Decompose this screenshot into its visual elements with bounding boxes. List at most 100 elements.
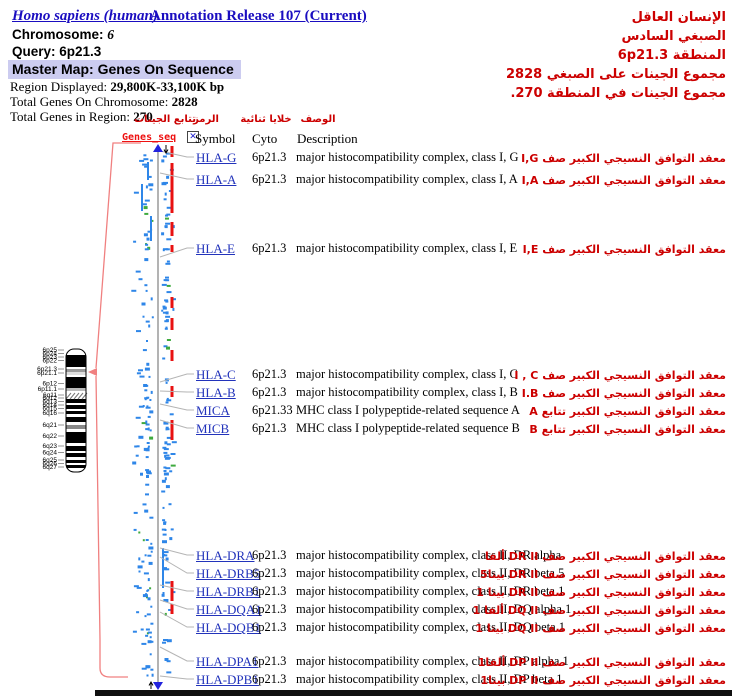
gene-span-bar	[162, 548, 164, 588]
gene-tick	[165, 262, 171, 265]
map-name-link[interactable]: Genes_seq	[122, 132, 177, 143]
gene-tick	[164, 320, 169, 323]
connector-line	[159, 584, 194, 592]
gene-tick	[149, 587, 152, 590]
gene-tick	[162, 357, 166, 360]
gene-link-HLA-B[interactable]: HLA-B	[196, 385, 236, 400]
ideogram-band	[66, 463, 86, 465]
selected-gene-marker	[170, 222, 174, 236]
species-link[interactable]: Homo sapiens (human)	[12, 8, 158, 24]
gene-link-HLA-E[interactable]: HLA-E	[196, 241, 235, 256]
ideogram-band	[66, 465, 86, 468]
column-header-cyto: Cyto	[252, 131, 278, 146]
ideogram-band	[66, 417, 86, 422]
gene-tick	[144, 248, 149, 251]
gene-tick	[133, 191, 139, 194]
gene-tick	[145, 185, 148, 189]
band-label: 6q23	[43, 443, 58, 450]
selected-gene-marker	[170, 146, 174, 157]
gene-tick	[145, 423, 150, 426]
gene-link-HLA-DRB5[interactable]: HLA-DRB5	[196, 566, 261, 581]
gene-tick	[146, 475, 149, 478]
gene-tick	[146, 442, 150, 444]
gene-tick	[138, 369, 143, 372]
gene-tick	[132, 461, 137, 465]
gene-cyto: 6p21.3	[252, 241, 287, 255]
ideogram-band	[66, 372, 86, 375]
small-down-arrow-icon[interactable]	[163, 145, 169, 155]
gene-link-HLA-DPB1[interactable]: HLA-DPB1	[196, 672, 259, 687]
gene-tick	[144, 258, 149, 262]
gene-description: MHC class I polypeptide-related sequence…	[296, 403, 520, 417]
gene-description: major histocompatibility complex, class …	[296, 584, 565, 598]
connector-line	[159, 547, 194, 556]
gene-tick	[139, 375, 145, 378]
gene-link-MICB[interactable]: MICB	[196, 421, 230, 436]
arabic-total-genes-region: مجموع الجينات في المنطقة 270.	[510, 86, 726, 101]
gene-tick	[147, 445, 150, 448]
gene-link-HLA-C[interactable]: HLA-C	[196, 367, 236, 382]
gene-tick	[163, 599, 169, 602]
gene-tick	[161, 309, 164, 312]
gene-cyto: 6p21.3	[252, 620, 287, 634]
gene-link-HLA-G[interactable]: HLA-G	[196, 150, 237, 165]
gene-tick	[136, 586, 142, 589]
gene-tick	[142, 503, 147, 506]
scroll-down-icon[interactable]	[153, 682, 163, 690]
gene-cyto: 6p21.3	[252, 367, 287, 381]
gene-link-HLA-DPA1[interactable]: HLA-DPA1	[196, 654, 259, 669]
gene-link-HLA-A[interactable]: HLA-A	[196, 172, 237, 187]
connector-line	[159, 247, 194, 258]
scroll-up-icon[interactable]	[153, 144, 163, 152]
gene-cyto: 6p21.3	[252, 602, 287, 616]
gene-tick	[134, 445, 138, 448]
annotation-release-link[interactable]: Annotation Release 107 (Current)	[150, 8, 367, 24]
gene-tick	[138, 435, 144, 439]
gene-tick	[147, 427, 150, 431]
gene-link-HLA-DRB1[interactable]: HLA-DRB1	[196, 584, 261, 599]
query-value: 6p21.3	[59, 44, 102, 59]
gene-tick	[166, 260, 170, 263]
ideogram-band	[66, 460, 86, 463]
gene-tick	[145, 243, 149, 246]
gene-tick	[165, 467, 171, 470]
ideogram-band	[66, 468, 86, 472]
gene-tick	[161, 283, 167, 286]
gene-tick	[162, 540, 167, 544]
gene-tick	[144, 165, 148, 168]
gene-tick	[144, 199, 150, 202]
ideogram-band	[66, 422, 86, 425]
gene-tick	[149, 410, 154, 414]
small-up-arrow-icon[interactable]	[148, 680, 154, 689]
gene-tick	[161, 593, 165, 597]
gene-description: major histocompatibility complex, class …	[296, 672, 563, 686]
gene-tick	[136, 330, 141, 333]
gene-link-HLA-DRA[interactable]: HLA-DRA	[196, 548, 255, 563]
gene-tick	[145, 420, 148, 424]
gene-tick	[136, 445, 140, 448]
gene-tick	[145, 448, 150, 452]
gene-tick	[149, 436, 154, 440]
gene-tick	[146, 674, 149, 677]
gene-tick	[147, 447, 150, 450]
gene-tick	[169, 470, 173, 473]
gene-tick	[163, 470, 167, 472]
centromere-hatch-line	[73, 392, 80, 400]
gene-description: MHC class I polypeptide-related sequence…	[296, 421, 520, 435]
region-label: Region Displayed:	[10, 79, 108, 94]
ideogram-band	[66, 432, 86, 443]
gene-link-HLA-DQA1[interactable]: HLA-DQA1	[196, 602, 262, 617]
gene-tick	[166, 671, 172, 674]
gene-description: major histocompatibility complex, class …	[296, 172, 518, 186]
remove-map-icon[interactable]: ✕	[187, 131, 199, 143]
gene-link-MICA[interactable]: MICA	[196, 403, 230, 418]
gene-tick	[135, 454, 139, 457]
gene-tick	[144, 284, 148, 287]
gene-description-arabic: معقد التوافق النسيجي الكبير صف I,E	[522, 243, 726, 256]
gene-tick	[165, 557, 169, 561]
gene-link-HLA-DQB1[interactable]: HLA-DQB1	[196, 620, 261, 635]
arabic-summary-block: الإنسان العاقل الصبغي السادس المنطقة 6p2…	[506, 8, 726, 103]
gene-tick	[162, 306, 167, 310]
gene-tick	[144, 367, 150, 371]
gene-tick	[166, 443, 171, 446]
